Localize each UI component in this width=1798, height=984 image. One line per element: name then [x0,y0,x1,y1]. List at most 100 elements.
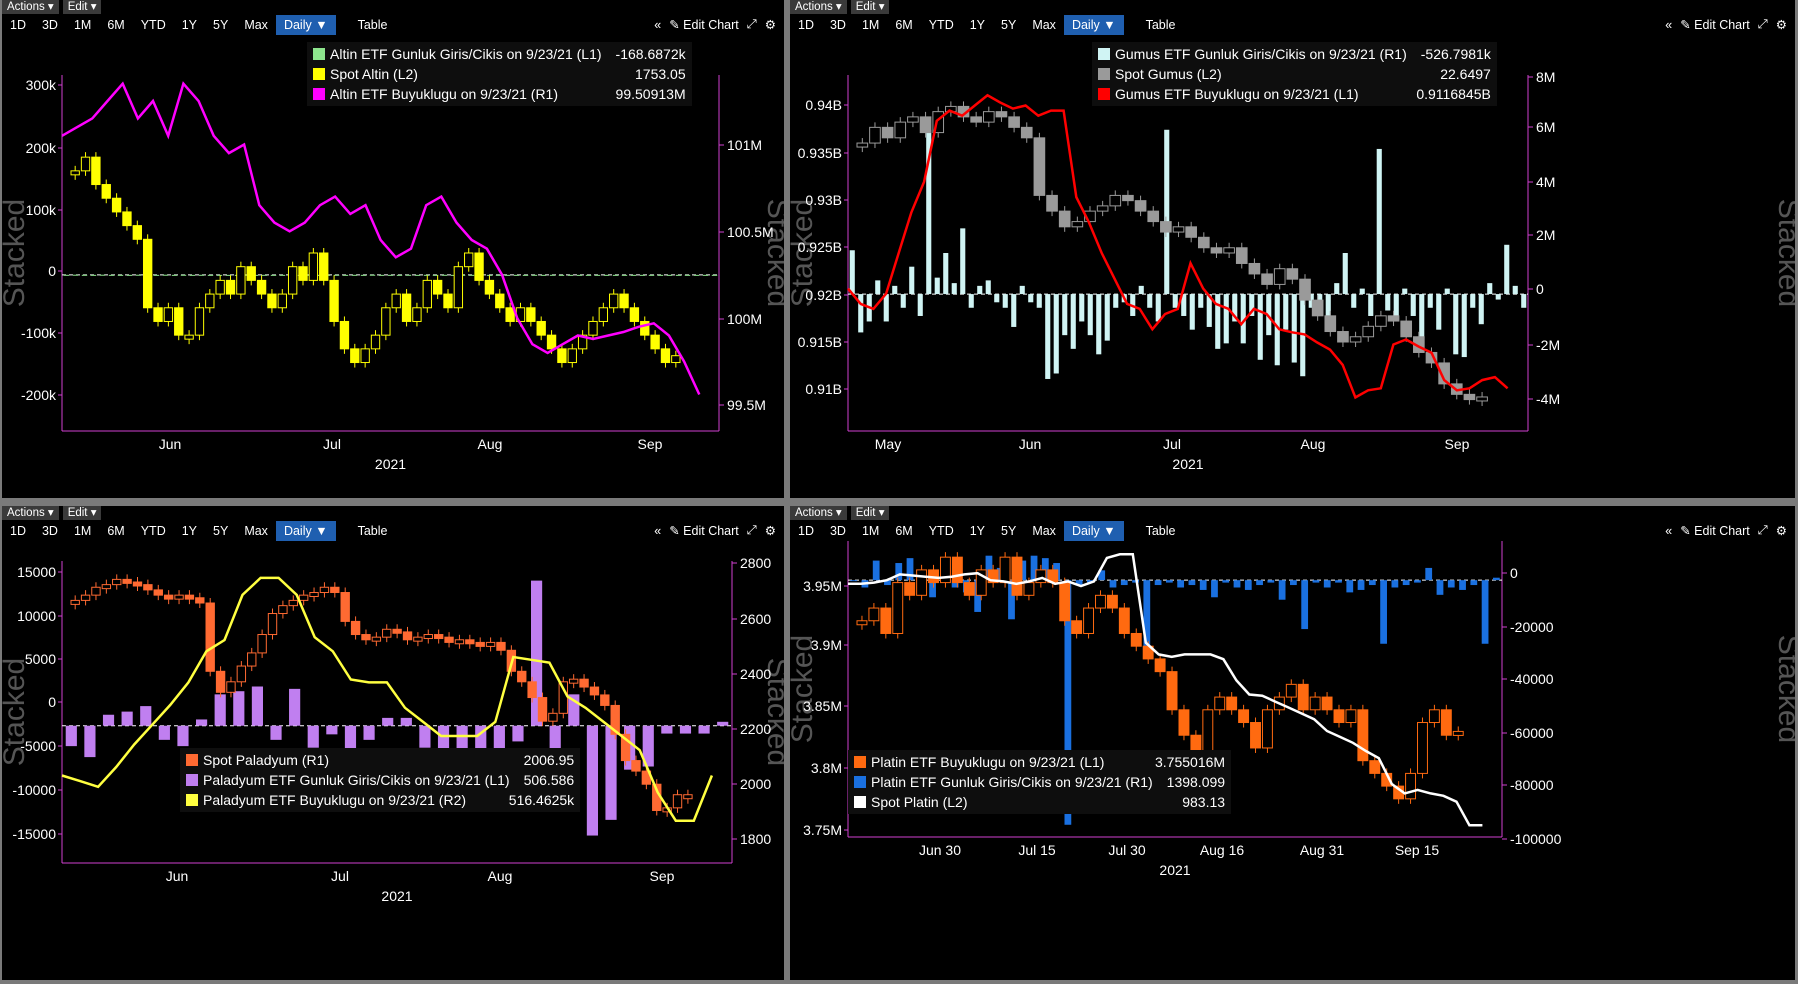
edit-chart-button[interactable]: ✎ Edit Chart [1680,524,1750,538]
flow-bar [549,274,556,276]
flow-bar [1019,560,1027,581]
candle-body [609,293,619,309]
settings-gear-icon[interactable]: ⚙ [764,524,776,538]
candle-body [907,116,919,123]
legend-row: Spot Gumus (L2) 22.6497 [1098,64,1491,84]
flow-bar [419,725,431,748]
period-dropdown[interactable]: Daily ▼ [1063,14,1124,35]
candle-body [1160,221,1172,233]
flow-bar [360,274,367,276]
period-dropdown[interactable]: Daily ▼ [275,14,336,35]
range-button-3d[interactable]: 3D [829,523,846,538]
range-button-1y[interactable]: 1Y [181,523,198,538]
collapse-icon[interactable]: « [1665,17,1673,32]
range-button-1d[interactable]: 1D [798,523,814,538]
range-button-3d[interactable]: 3D [829,17,846,32]
candle-body [577,334,588,350]
range-button-5y[interactable]: 5Y [1001,17,1017,32]
flow-bar [1376,148,1382,295]
range-button-6m[interactable]: 6M [895,17,913,32]
edit-chart-button[interactable]: ✎ Edit Chart [1680,18,1750,32]
range-button-ytd[interactable]: YTD [928,17,954,32]
edit-menu[interactable]: Edit ▾ [850,506,890,520]
collapse-icon[interactable]: « [1665,523,1673,538]
edit-menu[interactable]: Edit ▾ [62,506,102,520]
flow-bar [251,686,263,726]
range-button-3d[interactable]: 3D [41,17,58,32]
range-button-max[interactable]: Max [244,523,268,538]
range-button-6m[interactable]: 6M [107,523,125,538]
edit-chart-button[interactable]: ✎ Edit Chart [669,524,739,538]
range-button-1m[interactable]: 1M [73,17,92,32]
expand-icon[interactable]: ⤢ [746,523,757,537]
range-button-5y[interactable]: 5Y [213,523,229,538]
actions-menu[interactable]: Actions ▾ [2,0,59,14]
flow-bar [1487,283,1493,295]
flow-bar [1188,580,1196,586]
table-button[interactable]: Table [357,17,388,32]
collapse-icon[interactable]: « [654,523,662,538]
candle-body [330,586,340,594]
expand-icon[interactable]: ⤢ [1757,17,1768,31]
legend-swatch [1098,48,1110,60]
table-button[interactable]: Table [1145,17,1176,32]
edit-chart-button[interactable]: ✎ Edit Chart [669,18,739,32]
edit-menu[interactable]: Edit ▾ [62,0,102,14]
settings-gear-icon[interactable]: ⚙ [1775,524,1787,538]
range-button-ytd[interactable]: YTD [928,523,954,538]
range-button-1d[interactable]: 1D [10,17,26,32]
left-tick-label: 0 [48,263,56,279]
range-button-6m[interactable]: 6M [107,17,125,32]
range-button-ytd[interactable]: YTD [140,523,166,538]
flow-bar [661,725,673,734]
flow-bar [648,274,655,276]
range-button-max[interactable]: Max [244,17,268,32]
range-button-3d[interactable]: 3D [41,523,58,538]
expand-icon[interactable]: ⤢ [1757,523,1768,537]
table-button[interactable]: Table [1145,523,1176,538]
x-year-label: 2021 [381,888,412,904]
flow-bar [585,274,592,276]
etf-size-line [848,553,1483,827]
candle-body [505,307,515,322]
range-button-1y[interactable]: 1Y [969,523,986,538]
candle-body [1417,722,1428,774]
range-button-1y[interactable]: 1Y [181,17,198,32]
period-dropdown[interactable]: Daily ▼ [1063,520,1124,541]
settings-gear-icon[interactable]: ⚙ [1775,18,1787,32]
candle-body [1235,247,1248,264]
legend-swatch [1098,88,1110,100]
candle-body [1011,556,1023,596]
range-button-6m[interactable]: 6M [895,523,913,538]
range-button-ytd[interactable]: YTD [140,17,166,32]
candle-body [1400,320,1413,338]
actions-menu[interactable]: Actions ▾ [790,506,847,520]
range-button-max[interactable]: Max [1032,17,1056,32]
range-button-1d[interactable]: 1D [798,17,814,32]
candle-body [195,597,205,604]
collapse-icon[interactable]: « [654,17,662,32]
range-button-1y[interactable]: 1Y [969,17,986,32]
edit-menu[interactable]: Edit ▾ [850,0,890,14]
range-button-1m[interactable]: 1M [73,523,92,538]
candle-body [588,320,598,336]
range-button-5y[interactable]: 5Y [213,17,229,32]
candle-body [1299,278,1311,301]
actions-menu[interactable]: Actions ▾ [2,506,59,520]
range-button-1d[interactable]: 1D [10,523,26,538]
flow-bar [1391,580,1399,588]
candle-body [951,556,963,584]
range-button-5y[interactable]: 5Y [1001,523,1017,538]
actions-menu[interactable]: Actions ▾ [790,0,847,14]
flow-bar [576,274,583,276]
expand-icon[interactable]: ⤢ [746,17,757,31]
period-dropdown[interactable]: Daily ▼ [275,520,336,541]
range-button-1m[interactable]: 1M [861,17,880,32]
settings-gear-icon[interactable]: ⚙ [764,18,776,32]
candle-body [215,279,225,295]
table-button[interactable]: Table [357,523,388,538]
flow-bar [1385,294,1391,311]
range-button-max[interactable]: Max [1032,523,1056,538]
range-button-1m[interactable]: 1M [861,523,880,538]
menu-bar: Actions ▾ Edit ▾ [2,506,102,520]
